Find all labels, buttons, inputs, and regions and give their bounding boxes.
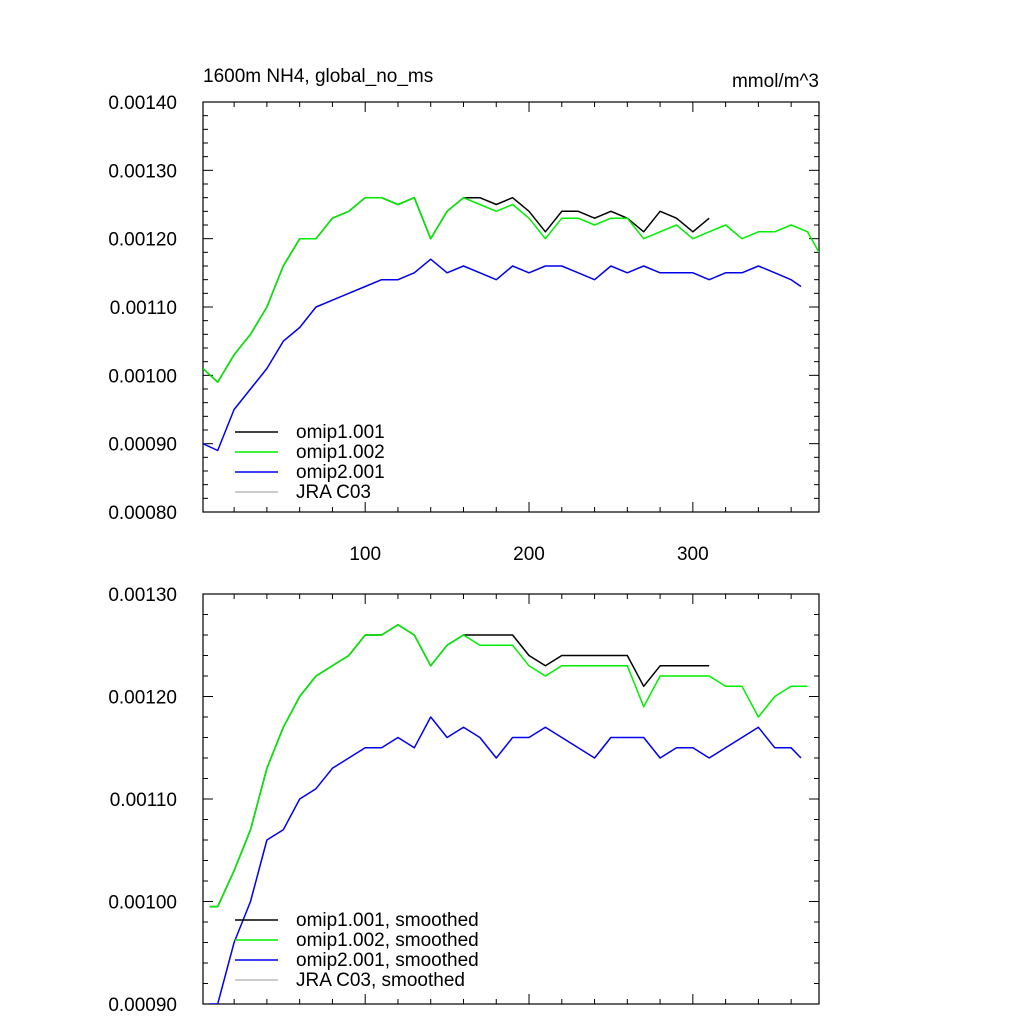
y-tick-label: 0.00080 bbox=[108, 503, 177, 524]
units-label: mmol/m^3 bbox=[732, 71, 819, 92]
y-tick-label: 0.00110 bbox=[110, 298, 177, 319]
series-group bbox=[203, 196, 819, 452]
y-tick-label: 0.00090 bbox=[108, 995, 177, 1016]
y-tick-label: 0.00140 bbox=[108, 93, 177, 114]
legend-label: JRA C03, smoothed bbox=[296, 970, 465, 991]
legend-label: omip1.001 bbox=[296, 422, 385, 443]
legend-label: omip1.002, smoothed bbox=[296, 930, 479, 951]
y-tick-label: 0.00110 bbox=[110, 790, 177, 811]
legend-label: omip1.002 bbox=[296, 442, 385, 463]
y-tick-label: 0.00120 bbox=[108, 688, 177, 709]
x-tick-label: 100 bbox=[349, 544, 381, 565]
legend-label: omip1.001, smoothed bbox=[296, 910, 479, 931]
bottom-panel: 0.00090 0.00100 0.00110 0.00120 0.00130 omip1… bbox=[108, 585, 820, 1016]
y-tick-label: 0.00090 bbox=[108, 435, 177, 456]
series-line bbox=[209, 623, 710, 908]
y-tick-label: 0.00130 bbox=[108, 161, 177, 182]
y-tick-label: 0.00130 bbox=[108, 585, 177, 606]
legend-label: omip2.001 bbox=[296, 462, 385, 483]
x-tick-label: 200 bbox=[513, 544, 545, 565]
y-tick-label: 0.00100 bbox=[108, 366, 177, 387]
series-line bbox=[203, 196, 819, 383]
chart-title: 1600m NH4, global_no_ms bbox=[203, 66, 433, 87]
series-line bbox=[203, 258, 802, 452]
legend-label: JRA C03 bbox=[296, 482, 371, 503]
top-panel: 100 200 300 0.00080 0.00090 0.00100 0.00110 0.0… bbox=[108, 93, 820, 565]
series-line bbox=[209, 623, 808, 908]
x-tick-label: 300 bbox=[677, 544, 709, 565]
y-tick-label: 0.00100 bbox=[108, 893, 177, 914]
y-tick-label: 0.00120 bbox=[108, 230, 177, 251]
series-group bbox=[209, 623, 808, 1004]
series-line bbox=[209, 716, 802, 1004]
legend-label: omip2.001, smoothed bbox=[296, 950, 479, 971]
